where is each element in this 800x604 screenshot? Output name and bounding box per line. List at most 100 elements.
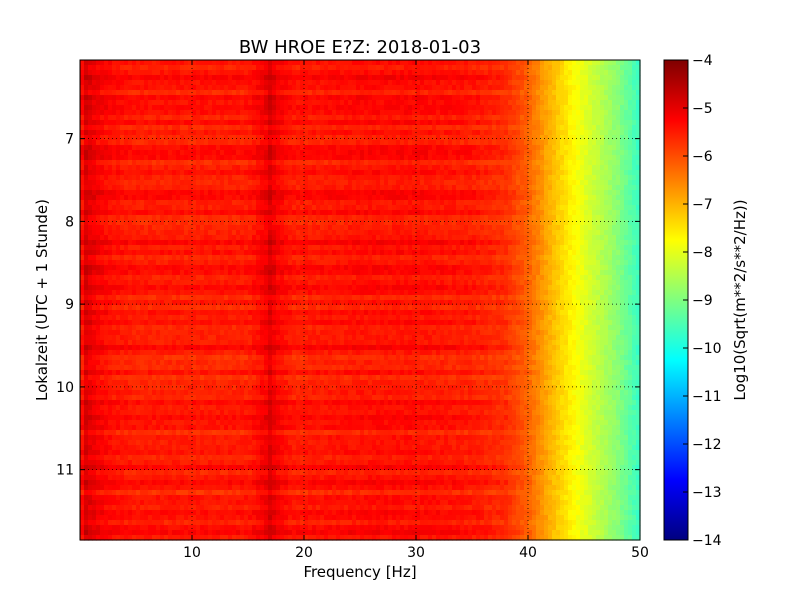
heatmap-cell: [188, 145, 193, 151]
heatmap-cell: [148, 65, 153, 71]
heatmap-cell: [576, 110, 581, 116]
heatmap-cell: [632, 60, 637, 66]
heatmap-cell: [196, 70, 201, 76]
heatmap-cell: [268, 220, 273, 226]
heatmap-cell: [600, 160, 605, 166]
heatmap-cell: [80, 180, 85, 186]
heatmap-cell: [540, 110, 545, 116]
heatmap-cell: [436, 210, 441, 216]
heatmap-cell: [180, 160, 185, 166]
heatmap-cell: [196, 230, 201, 236]
heatmap-cell: [88, 185, 93, 191]
heatmap-cell: [152, 210, 157, 216]
heatmap-cell: [348, 65, 353, 71]
heatmap-cell: [528, 155, 533, 161]
heatmap-cell: [452, 120, 457, 126]
heatmap-cell: [376, 60, 381, 66]
heatmap-cell: [204, 60, 209, 66]
heatmap-cell: [632, 150, 637, 156]
heatmap-cell: [336, 135, 341, 141]
heatmap-cell: [520, 115, 525, 121]
heatmap-cell: [492, 145, 497, 151]
heatmap-cell: [372, 100, 377, 106]
heatmap-cell: [88, 180, 93, 186]
heatmap-cell: [204, 160, 209, 166]
heatmap-cell: [268, 185, 273, 191]
heatmap-cell: [164, 165, 169, 171]
heatmap-cell: [136, 90, 141, 96]
heatmap-cell: [624, 205, 629, 211]
heatmap-cell: [232, 115, 237, 121]
heatmap-cell: [188, 220, 193, 226]
heatmap-cell: [164, 70, 169, 76]
heatmap-cell: [108, 165, 113, 171]
heatmap-cell: [496, 150, 501, 156]
heatmap-cell: [80, 85, 85, 91]
heatmap-cell: [348, 130, 353, 136]
heatmap-cell: [472, 115, 477, 121]
heatmap-cell: [632, 145, 637, 151]
heatmap-cell: [208, 145, 213, 151]
heatmap-cell: [136, 125, 141, 131]
heatmap-cell: [624, 100, 629, 106]
heatmap-cell: [168, 175, 173, 181]
heatmap-cell: [568, 185, 573, 191]
heatmap-cell: [448, 225, 453, 231]
heatmap-cell: [80, 175, 85, 181]
heatmap-cell: [456, 180, 461, 186]
heatmap-cell: [192, 180, 197, 186]
heatmap-cell: [384, 105, 389, 111]
heatmap-cell: [552, 230, 557, 236]
heatmap-cell: [360, 110, 365, 116]
heatmap-cell: [504, 75, 509, 81]
heatmap-cell: [236, 235, 241, 241]
heatmap-cell: [268, 215, 273, 221]
heatmap-cell: [400, 195, 405, 201]
heatmap-cell: [408, 185, 413, 191]
heatmap-cell: [204, 95, 209, 101]
heatmap-cell: [520, 105, 525, 111]
heatmap-cell: [448, 130, 453, 136]
heatmap-cell: [360, 65, 365, 71]
heatmap-cell: [428, 135, 433, 141]
heatmap-cell: [576, 85, 581, 91]
heatmap-cell: [128, 95, 133, 101]
heatmap-cell: [324, 175, 329, 181]
heatmap-cell: [476, 90, 481, 96]
heatmap-cell: [388, 140, 393, 146]
heatmap-cell: [104, 175, 109, 181]
heatmap-cell: [340, 195, 345, 201]
heatmap-cell: [176, 145, 181, 151]
heatmap-cell: [404, 165, 409, 171]
heatmap-cell: [200, 200, 205, 206]
heatmap-cell: [396, 225, 401, 231]
heatmap-cell: [136, 185, 141, 191]
heatmap-cell: [576, 210, 581, 216]
heatmap-cell: [592, 95, 597, 101]
heatmap-cell: [356, 80, 361, 86]
heatmap-cell: [312, 90, 317, 96]
heatmap-cell: [312, 115, 317, 121]
heatmap-cell: [128, 155, 133, 161]
heatmap-cell: [340, 65, 345, 71]
heatmap-cell: [184, 160, 189, 166]
heatmap-cell: [260, 205, 265, 211]
heatmap-cell: [84, 205, 89, 211]
heatmap-cell: [408, 220, 413, 226]
heatmap-cell: [560, 180, 565, 186]
heatmap-cell: [124, 120, 129, 126]
heatmap-cell: [420, 195, 425, 201]
heatmap-cell: [160, 195, 165, 201]
heatmap-cell: [580, 155, 585, 161]
heatmap-cell: [464, 220, 469, 226]
heatmap-cell: [156, 95, 161, 101]
heatmap-cell: [448, 95, 453, 101]
heatmap-cell: [108, 235, 113, 241]
heatmap-cell: [552, 85, 557, 91]
heatmap-cell: [476, 195, 481, 201]
heatmap-cell: [252, 90, 257, 96]
heatmap-cell: [612, 140, 617, 146]
heatmap-cell: [432, 180, 437, 186]
heatmap-cell: [212, 145, 217, 151]
heatmap-cell: [228, 125, 233, 131]
